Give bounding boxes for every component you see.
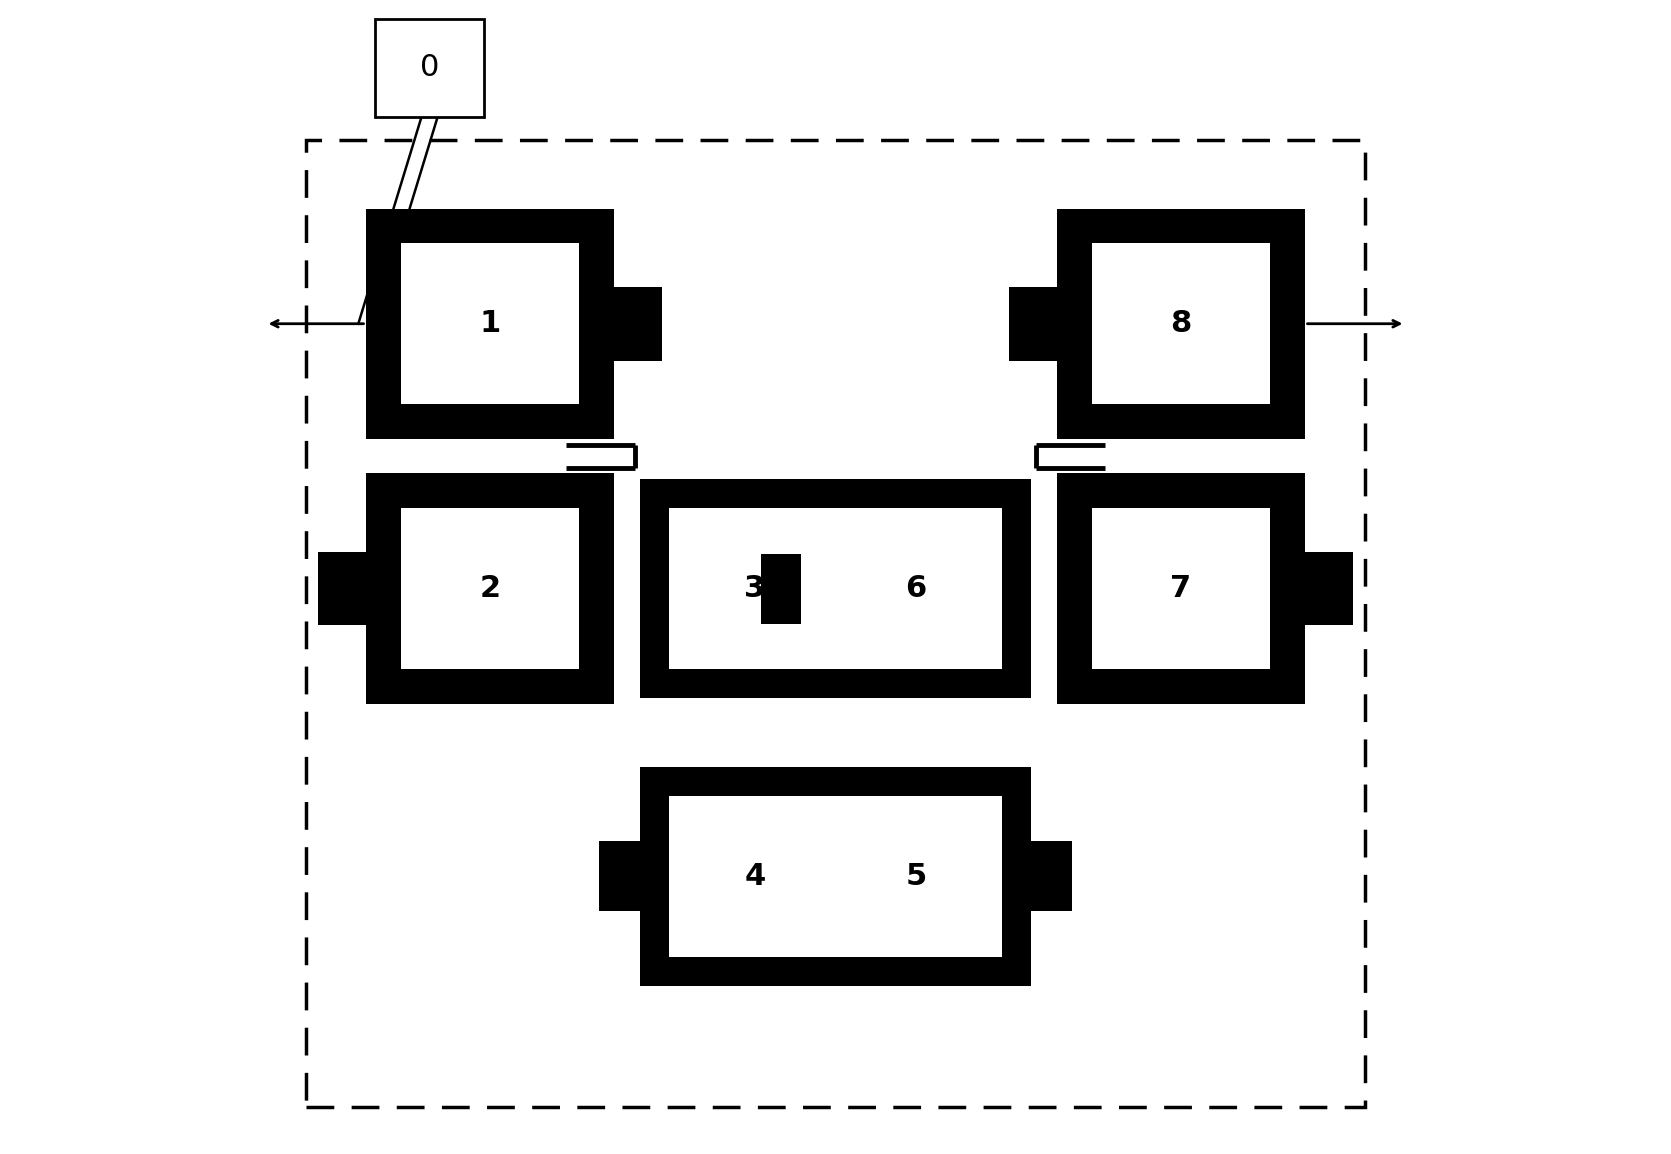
Bar: [1009, 287, 1058, 360]
Bar: [374, 18, 485, 117]
Text: 5: 5: [906, 862, 927, 891]
Bar: [366, 473, 613, 704]
Bar: [1305, 552, 1354, 625]
Bar: [401, 243, 580, 404]
Bar: [1031, 841, 1071, 912]
Bar: [800, 767, 1031, 986]
Text: 7: 7: [1170, 574, 1191, 604]
Bar: [830, 796, 1003, 957]
Bar: [366, 209, 613, 439]
Bar: [830, 508, 1003, 669]
Bar: [1091, 508, 1270, 669]
Bar: [1058, 209, 1305, 439]
Text: 8: 8: [1170, 309, 1191, 338]
Bar: [1058, 473, 1305, 704]
Bar: [640, 479, 871, 698]
Text: 3: 3: [744, 574, 765, 604]
Text: 0: 0: [419, 53, 439, 82]
Bar: [668, 796, 841, 957]
Text: 6: 6: [906, 574, 927, 604]
Bar: [613, 287, 662, 360]
Bar: [871, 554, 911, 623]
Text: 2: 2: [480, 574, 501, 604]
Bar: [401, 508, 580, 669]
Bar: [640, 767, 871, 986]
Text: 1: 1: [480, 309, 501, 338]
Bar: [800, 479, 1031, 698]
Bar: [1091, 243, 1270, 404]
Bar: [760, 554, 800, 623]
Bar: [306, 140, 1365, 1107]
Bar: [317, 552, 366, 625]
Bar: [668, 508, 841, 669]
Text: 4: 4: [744, 862, 765, 891]
Bar: [600, 841, 640, 912]
